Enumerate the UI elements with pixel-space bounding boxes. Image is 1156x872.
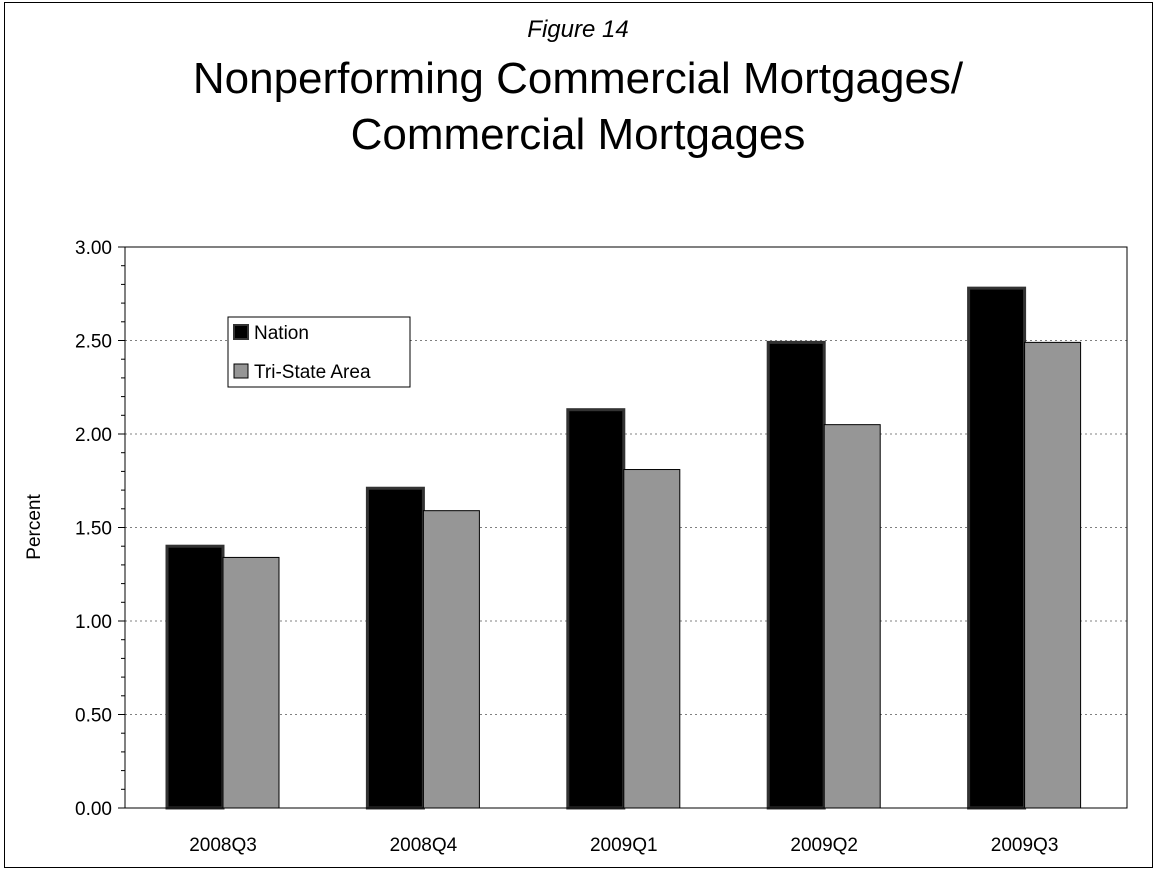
y-tick-label: 0.50 [75,706,112,727]
bar-tri-state-area [823,424,881,809]
bar-tri-state-area [1024,341,1082,809]
y-tick-label: 0.00 [75,799,112,820]
tick-labels: 0.00 0.50 1.00 1.50 2.00 2.50 3.00 2008Q3 2008Q4… [75,238,1058,856]
chart-title-line-1: Nonperforming Commercial Mortgages/ [192,54,964,103]
bar-nation [165,544,225,810]
y-axis-label: Percent [24,494,45,560]
chart-frame [4,2,1153,868]
y-tick-label: 1.00 [75,612,112,633]
x-tick-label: 2009Q2 [790,835,858,856]
chart-title-line-2: Commercial Mortgages [350,110,806,159]
legend-swatch-tri-state-area [233,363,249,379]
x-tick-label: 2008Q3 [189,835,257,856]
y-tick-label: 3.00 [75,238,112,259]
x-tick-label: 2009Q1 [590,835,658,856]
legend-swatch-nation [233,324,249,340]
bar-nation [566,408,626,810]
legend-label-nation: Nation [254,323,309,344]
axes [118,246,1128,809]
plot-border [124,246,1128,809]
legend-label-tri-state-area: Tri-State Area [254,362,371,383]
x-tick-label: 2008Q4 [390,835,458,856]
bars [165,286,1082,810]
y-tick-label: 2.50 [75,332,112,353]
x-tick-label: 2009Q3 [991,835,1059,856]
bar-nation [766,340,826,810]
bar-tri-state-area [422,510,480,809]
bar-nation [967,286,1027,810]
legend-box [227,316,411,388]
bar-nation [365,486,425,810]
figure-label: Figure 14 [527,16,629,43]
y-tick-label: 2.00 [75,425,112,446]
y-tick-label: 1.50 [75,519,112,540]
bar-tri-state-area [623,469,681,809]
bar-tri-state-area [222,556,280,809]
legend: Nation Tri-State Area [227,316,411,388]
